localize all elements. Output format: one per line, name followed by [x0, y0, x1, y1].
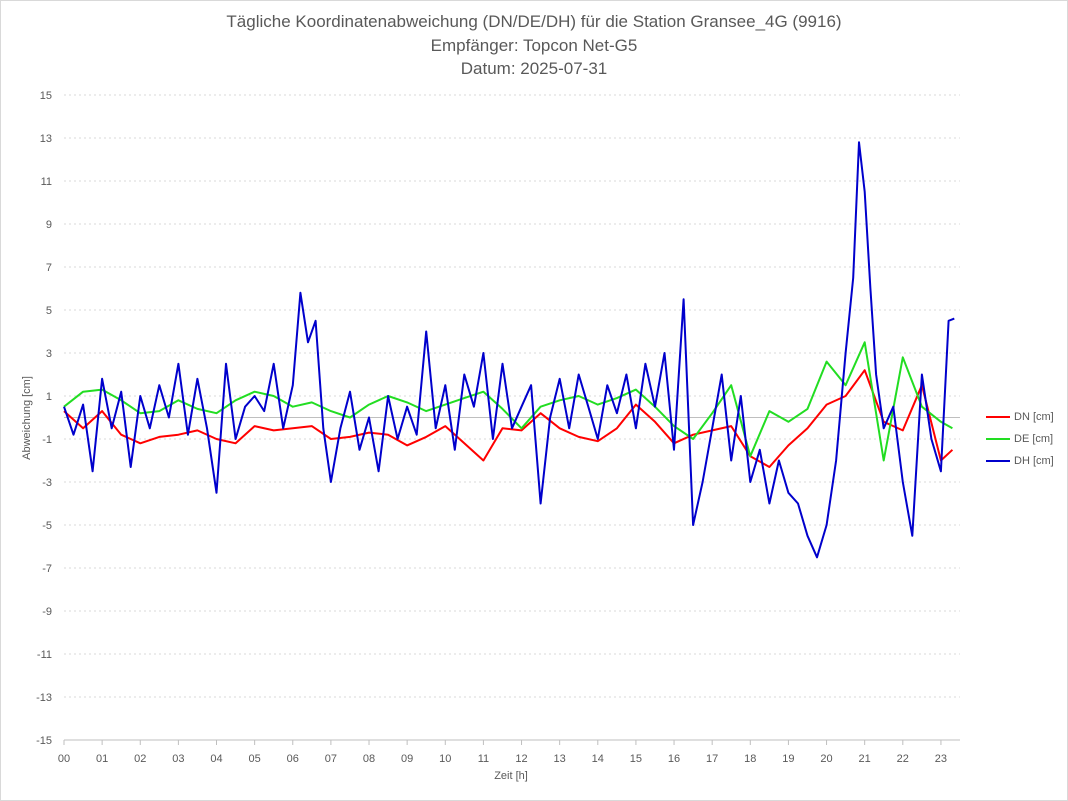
x-tick-label: 11 [478, 753, 489, 765]
x-tick-label: 18 [744, 753, 756, 765]
grid-lines [64, 94, 960, 741]
x-tick-label: 20 [820, 753, 832, 765]
legend-label: DH [cm] [1014, 455, 1054, 467]
y-tick-label: -9 [42, 606, 52, 618]
y-tick-label: -7 [42, 563, 52, 575]
x-tick-label: 16 [668, 753, 680, 765]
y-tick-label: -11 [37, 649, 52, 661]
y-tick-label: 11 [41, 176, 52, 188]
y-tick-label: 1 [46, 391, 52, 403]
y-tick-label: -1 [42, 434, 52, 446]
x-tick-label: 10 [439, 753, 451, 765]
y-tick-label: -5 [42, 520, 52, 532]
x-tick-label: 07 [325, 753, 337, 765]
x-tick-label: 12 [515, 753, 527, 765]
chart-title: Tägliche Koordinatenabweichung (DN/DE/DH… [226, 12, 842, 31]
legend-item-dn: DN [cm] [986, 411, 1054, 423]
x-tick-label: 19 [782, 753, 794, 765]
y-tick-label: -3 [42, 477, 52, 489]
x-tick-label: 22 [897, 753, 909, 765]
x-tick-label: 14 [592, 753, 604, 765]
x-tick-label: 04 [210, 753, 222, 765]
x-axis-label: Zeit [h] [494, 770, 528, 782]
x-tick-label: 05 [249, 753, 261, 765]
legend-label: DE [cm] [1014, 433, 1054, 445]
legend-swatch [986, 416, 1010, 419]
y-tick-label: -13 [36, 692, 52, 704]
x-tick-label: 03 [172, 753, 184, 765]
y-tick-label: 13 [40, 133, 52, 145]
y-tick-label: 5 [46, 305, 52, 317]
x-tick-label: 13 [554, 753, 566, 765]
series-line-de [63, 341, 953, 462]
y-tick-label: -15 [36, 735, 52, 747]
y-axis-ticks: 15 13 11 9 7 5 3 1 -1 -3 -5 -7 -9 -11 -13 -15 [36, 90, 52, 747]
x-tick-label: 21 [859, 753, 871, 765]
x-tick-label: 06 [287, 753, 299, 765]
chart-subtitle-date: Datum: 2025-07-31 [460, 59, 608, 78]
x-tick-label: 09 [401, 753, 413, 765]
x-tick-label: 15 [630, 753, 642, 765]
legend-label: DN [cm] [1014, 411, 1054, 423]
y-tick-label: 3 [46, 348, 52, 360]
x-tick-label: 01 [96, 753, 108, 765]
chart-subtitle-receiver: Empfänger: Topcon Net-G5 [430, 36, 638, 55]
y-tick-label: 7 [46, 262, 52, 274]
x-axis-ticks: 00 01 02 03 04 05 06 07 08 09 10 11 12 13 14 15 16 17 18 19… [58, 740, 947, 765]
y-axis-label: Abweichung [cm] [21, 376, 33, 460]
y-tick-label: 15 [40, 90, 52, 102]
series-line-dh [63, 141, 955, 559]
x-tick-label: 17 [706, 753, 718, 765]
legend-item-de: DE [cm] [986, 433, 1053, 445]
y-tick-label: 9 [46, 219, 52, 231]
x-tick-label: 08 [363, 753, 375, 765]
legend-item-dh: DH [cm] [986, 455, 1054, 467]
x-tick-label: 00 [58, 753, 70, 765]
series-lines [63, 141, 955, 559]
series-line-dn [63, 369, 954, 468]
x-tick-label: 02 [134, 753, 146, 765]
x-tick-label: 23 [935, 753, 947, 765]
legend-swatch [986, 460, 1010, 463]
legend-swatch [986, 438, 1010, 441]
